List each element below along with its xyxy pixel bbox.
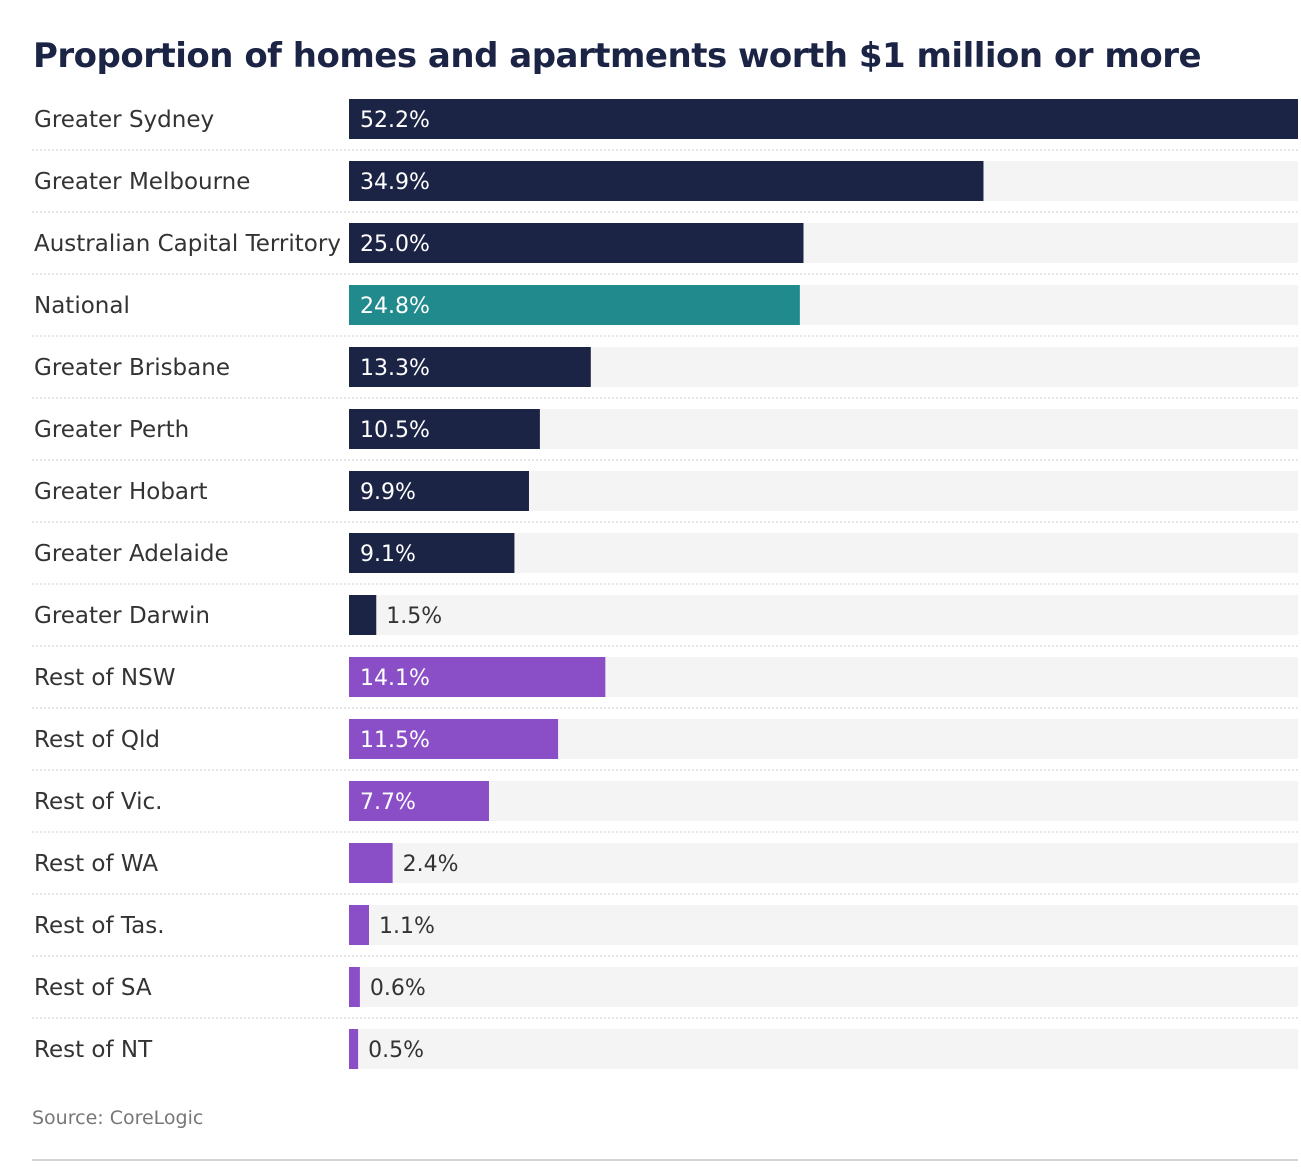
chart-title: Proportion of homes and apartments worth… — [33, 36, 1202, 76]
category-label: Australian Capital Territory — [34, 231, 341, 257]
category-label: Greater Brisbane — [34, 355, 230, 381]
category-label: Rest of SA — [34, 975, 152, 1001]
bar-row: Rest of Qld 11.5% — [34, 719, 1298, 759]
source-note: Source: CoreLogic — [32, 1107, 204, 1129]
bar — [349, 905, 369, 945]
value-label: 9.1% — [360, 542, 416, 567]
category-label: Greater Darwin — [34, 603, 210, 629]
bar — [349, 471, 529, 511]
bar-row: Rest of Tas. 1.1% — [34, 905, 1298, 945]
bar-row: Greater Perth 10.5% — [34, 409, 1298, 449]
category-label: Rest of NT — [34, 1037, 153, 1063]
value-label: 14.1% — [360, 666, 430, 691]
bar-row: National 24.8% — [34, 285, 1298, 325]
value-label: 52.2% — [360, 108, 430, 133]
category-label: Rest of Tas. — [34, 913, 165, 939]
bar-track — [349, 781, 1298, 821]
bar — [349, 347, 591, 387]
value-label: 0.6% — [370, 976, 426, 1001]
bar — [349, 285, 800, 325]
value-label: 9.9% — [360, 480, 416, 505]
bar-row: Greater Melbourne 34.9% — [34, 161, 1298, 201]
bar-row: Rest of Vic. 7.7% — [34, 781, 1298, 821]
bar-row: Rest of WA 2.4% — [34, 843, 1298, 883]
category-label: Rest of NSW — [34, 665, 175, 691]
category-label: Greater Adelaide — [34, 541, 229, 567]
category-label: Greater Melbourne — [34, 169, 250, 195]
bar-row: Greater Adelaide 9.1% — [34, 533, 1298, 573]
value-label: 24.8% — [360, 294, 430, 319]
bar — [349, 967, 360, 1007]
bar — [349, 533, 515, 573]
bar-chart: Greater Sydney 52.2% Greater Melbourne 34.9… — [32, 99, 1298, 1069]
bar — [349, 595, 377, 635]
bar-row: Rest of SA 0.6% — [34, 967, 1298, 1007]
value-label: 7.7% — [360, 790, 416, 815]
bar-row: Greater Hobart 9.9% — [34, 471, 1298, 511]
category-label: Rest of Qld — [34, 727, 160, 753]
value-label: 34.9% — [360, 170, 430, 195]
bar — [349, 99, 1298, 139]
category-label: National — [34, 293, 130, 319]
value-label: 13.3% — [360, 356, 430, 381]
value-label: 11.5% — [360, 728, 430, 753]
bar-row: Greater Sydney 52.2% — [34, 99, 1298, 139]
bar — [349, 409, 540, 449]
category-label: Greater Perth — [34, 417, 189, 443]
category-label: Rest of WA — [34, 851, 158, 877]
bar-row: Rest of NSW 14.1% — [34, 657, 1298, 697]
value-label: 1.5% — [386, 604, 442, 629]
bar — [349, 161, 984, 201]
bar-track — [349, 1029, 1298, 1069]
value-label: 10.5% — [360, 418, 430, 443]
category-label: Greater Hobart — [34, 479, 208, 505]
value-label: 0.5% — [368, 1038, 424, 1063]
bar — [349, 1029, 359, 1069]
category-label: Greater Sydney — [34, 107, 214, 133]
bar-track — [349, 595, 1298, 635]
value-label: 25.0% — [360, 232, 430, 257]
bar — [349, 657, 606, 697]
bar-track — [349, 967, 1298, 1007]
value-label: 1.1% — [379, 914, 435, 939]
bar-row: Greater Brisbane 13.3% — [34, 347, 1298, 387]
bar-row: Australian Capital Territory 25.0% — [34, 223, 1298, 263]
category-label: Rest of Vic. — [34, 789, 162, 815]
bottom-rule — [32, 1159, 1298, 1161]
bar-row: Greater Darwin 1.5% — [34, 595, 1298, 635]
bar-track — [349, 843, 1298, 883]
value-label: 2.4% — [403, 852, 459, 877]
bar-track — [349, 905, 1298, 945]
bar — [349, 781, 489, 821]
bar — [349, 843, 393, 883]
bar — [349, 719, 559, 759]
bar — [349, 223, 804, 263]
bar-row: Rest of NT 0.5% — [34, 1029, 1298, 1069]
